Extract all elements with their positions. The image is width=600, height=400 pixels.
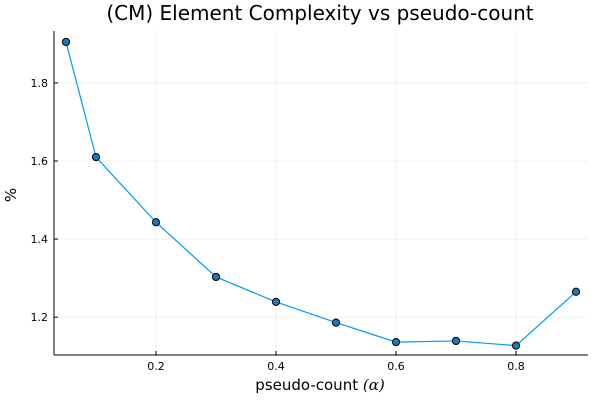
y-tick-label-3: 1.8 (31, 77, 49, 90)
x-axis-label-symbol: (α) (363, 376, 385, 394)
data-point-2 (151, 218, 161, 227)
x-tick-label-2: 0.6 (387, 360, 405, 373)
data-point-6 (391, 338, 401, 347)
y-tick-label-1: 1.4 (31, 233, 49, 246)
x-tick-label-0: 0.2 (147, 360, 165, 373)
data-point-5 (331, 318, 341, 327)
y-tick-label-0: 1.2 (31, 311, 49, 324)
chart-title: (CM) Element Complexity vs pseudo-count (106, 1, 533, 25)
x-tick-label-1: 0.4 (267, 360, 285, 373)
series-layer (61, 37, 581, 350)
data-point-7 (451, 336, 461, 346)
plot-frame (54, 31, 588, 355)
axis-ticks: 0.2 0.4 0.6 0.8 1.2 1.4 1.6 1.8 (31, 31, 588, 373)
data-point-9 (571, 287, 581, 296)
grid (54, 31, 588, 355)
y-tick-label-2: 1.6 (31, 155, 49, 168)
x-axis-label-text: pseudo-count (255, 376, 363, 394)
data-point-4 (271, 297, 281, 307)
x-tick-label-3: 0.8 (507, 360, 525, 373)
series-line (65, 41, 577, 347)
data-point-8 (511, 341, 521, 350)
x-axis-label: pseudo-count (α) (255, 376, 385, 394)
data-point-3 (211, 272, 221, 282)
data-point-0 (61, 37, 71, 47)
y-axis-label: % (2, 188, 20, 202)
data-point-1 (91, 152, 101, 162)
